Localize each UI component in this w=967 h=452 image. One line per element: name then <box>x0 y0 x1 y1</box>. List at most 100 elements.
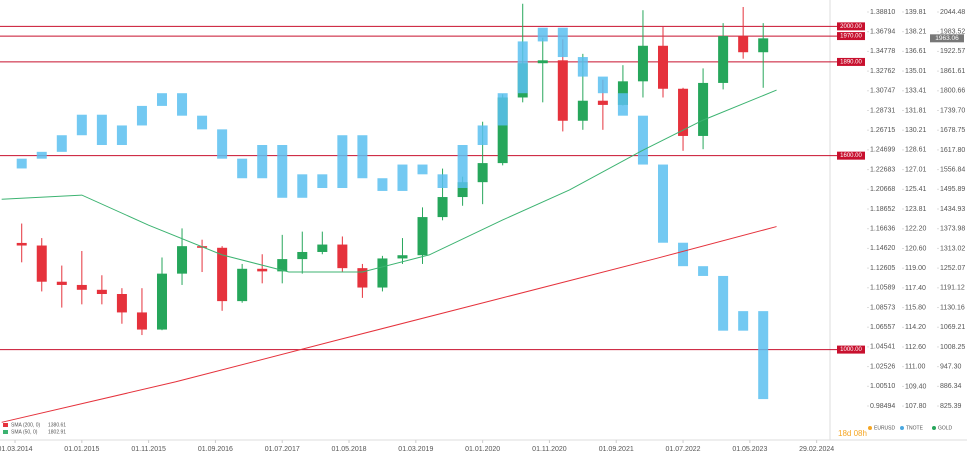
candle-body <box>217 129 228 159</box>
legend-label: GOLD <box>938 425 953 431</box>
candle-body <box>617 81 628 105</box>
y-tick-label: 886.34 <box>940 383 962 390</box>
candle-body <box>156 273 167 330</box>
indicator-swatch <box>3 430 8 434</box>
y-tick-label: 0.98494 <box>870 403 895 410</box>
candle-body <box>577 57 588 77</box>
legend-label: TNOTE <box>906 425 924 431</box>
y-tick-label: 1861.61 <box>940 68 965 75</box>
y-tick-label: 133.41 <box>905 88 927 95</box>
candle-body <box>297 174 308 198</box>
y-tick-label: 1.22683 <box>870 166 895 173</box>
y-tick-label: 136.61 <box>905 48 927 55</box>
candle-body <box>597 76 608 94</box>
y-tick-label: 130.21 <box>905 127 927 134</box>
candle-body <box>237 268 248 302</box>
y-tick-label: 125.41 <box>905 186 927 193</box>
candle-body <box>76 114 87 136</box>
x-tick-label: 01.05.2018 <box>332 446 367 452</box>
y-tick-label: 1.16636 <box>870 226 895 233</box>
candle-body <box>76 284 87 290</box>
level-tag <box>837 22 865 31</box>
candle-body <box>637 45 648 82</box>
y-tick-label: 1373.98 <box>940 226 965 233</box>
y-tick-label: 1.32762 <box>870 68 895 75</box>
level-label: 1000.00 <box>840 347 862 353</box>
y-tick-label: 1739.70 <box>940 107 965 114</box>
y-tick-label: 1.26715 <box>870 127 895 134</box>
indicator-last: 1802.91 <box>48 429 66 435</box>
level-label: 1890.00 <box>840 60 862 66</box>
candle-body <box>718 275 729 331</box>
level-label: 2000.00 <box>840 24 862 30</box>
candle-body <box>56 281 67 285</box>
indicator-name: SMA (200, 0) <box>11 422 41 428</box>
y-tick-label: 1069.21 <box>940 324 965 331</box>
candle-body <box>16 158 27 169</box>
y-tick-label: 1191.12 <box>940 285 965 292</box>
y-tick-label: 1.28731 <box>870 107 895 114</box>
y-tick-label: 117.40 <box>905 285 926 292</box>
price-tag-label: 1963.06 <box>935 35 959 42</box>
candle-body <box>417 217 428 256</box>
candle-body <box>257 268 268 272</box>
candle-body <box>377 258 388 288</box>
y-tick-label: 138.21 <box>905 28 927 35</box>
y-tick-label: 119.00 <box>905 265 926 272</box>
candle-body <box>397 164 408 191</box>
y-tick-label: 127.01 <box>905 166 927 173</box>
y-tick-label: 114.20 <box>905 324 926 331</box>
y-tick-label: 1983.52 <box>940 29 965 36</box>
y-tick-label: 115.80 <box>905 304 926 311</box>
y-tick-label: 1678.75 <box>940 127 965 134</box>
y-tick-label: 135.01 <box>905 68 927 75</box>
x-tick-label: 01.07.2017 <box>265 446 300 452</box>
x-tick-label: 01.07.2022 <box>666 446 701 452</box>
candle-body <box>36 151 47 159</box>
x-tick-label: 01.09.2016 <box>198 446 233 452</box>
candle-body <box>277 259 288 272</box>
candle-body <box>557 60 568 121</box>
y-tick-label: 123.81 <box>905 206 927 213</box>
candle-body <box>637 115 648 165</box>
candle-body <box>277 145 288 198</box>
candle-body <box>517 41 528 94</box>
candle-body <box>457 182 468 198</box>
y-tick-label: 1556.84 <box>940 166 965 173</box>
candle-body <box>437 174 448 189</box>
x-tick-label: 01.03.2014 <box>0 446 33 452</box>
y-tick-label: 1.12605 <box>870 265 895 272</box>
candle-body <box>617 93 628 116</box>
y-tick-label: 1.08573 <box>870 304 895 311</box>
candle-body <box>758 311 769 400</box>
candle-body <box>597 100 608 105</box>
legend-label: EURUSD <box>874 425 896 431</box>
y-tick-label: 1800.66 <box>940 88 965 95</box>
candle-body <box>177 246 188 274</box>
y-tick-label: 1.24699 <box>870 147 895 154</box>
price-tag <box>930 34 964 43</box>
candle-body <box>217 247 228 302</box>
y-tick-label: 2044.48 <box>940 9 965 16</box>
candle-body <box>678 242 689 267</box>
candle-body <box>136 312 147 330</box>
candle-body <box>197 115 208 130</box>
y-tick-label: 1.30747 <box>870 88 895 95</box>
y-tick-label: 109.40 <box>905 383 927 390</box>
y-tick-label: 1.38810 <box>870 9 895 16</box>
level-tag <box>837 57 865 66</box>
y-tick-label: 1313.02 <box>940 245 965 252</box>
y-tick-label: 1130.16 <box>940 304 965 311</box>
candle-body <box>317 174 328 189</box>
y-tick-label: 1.00510 <box>870 383 895 390</box>
candle-body <box>738 311 749 331</box>
indicator-last: 1380.61 <box>48 422 66 428</box>
level-tag <box>837 151 865 160</box>
candle-body <box>357 268 368 288</box>
y-tick-label: 1.06557 <box>870 324 895 331</box>
candle-body <box>377 178 388 191</box>
y-tick-label: 1.04541 <box>870 344 895 351</box>
